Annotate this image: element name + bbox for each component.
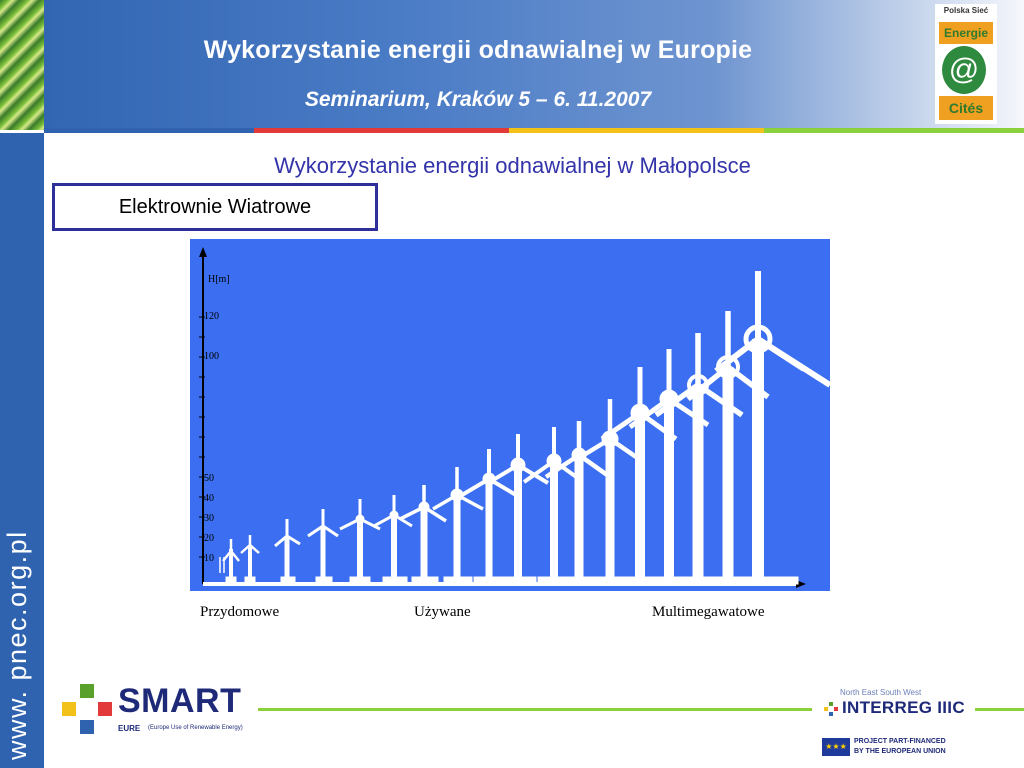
- sidebar: [0, 133, 44, 768]
- category-label-uzywane: Używane: [414, 604, 471, 620]
- tick-label: 100: [204, 351, 219, 362]
- category-label-multimegawatowe: Multimegawatowe: [652, 604, 765, 620]
- interreg-cross-icon: [824, 702, 838, 716]
- smart-square-yellow: [62, 702, 76, 716]
- tick-label: 30: [204, 513, 214, 524]
- header-banner: Wykorzystanie energii odnawialnej w Euro…: [0, 0, 1024, 130]
- eu-flag-icon: ★★★: [822, 738, 850, 756]
- website-url: www. pnec.org.pl: [2, 530, 32, 760]
- presentation-title: Wykorzystanie energii odnawialnej w Euro…: [203, 36, 753, 64]
- divider-stripe-blue: [44, 128, 254, 133]
- smart-square-green: [80, 684, 94, 698]
- footer-line-right: [975, 708, 1024, 711]
- wind-turbine-chart: H[m] 120 100 50 40 30 20 10: [190, 239, 832, 591]
- divider-stripe-green: [764, 128, 1024, 133]
- logo-energie-text: Energie: [939, 22, 993, 44]
- y-axis-label: H[m]: [208, 274, 230, 285]
- eu-funding-badge: ★★★ PROJECT PART-FINANCED BY THE EUROPEA…: [820, 736, 980, 762]
- tick-label: 120: [204, 311, 219, 322]
- smart-description: (Europe Use of Renewable Energy): [148, 725, 243, 731]
- eu-text-line2: BY THE EUROPEAN UNION: [854, 748, 946, 755]
- smart-square-blue: [80, 720, 94, 734]
- logo-cities-text: Cités: [939, 96, 993, 120]
- tick-label: 50: [204, 473, 214, 484]
- divider-stripe-red: [254, 128, 509, 133]
- divider-stripe-yellow: [509, 128, 764, 133]
- eu-funding-text: PROJECT PART-FINANCED BY THE EUROPEAN UN…: [854, 737, 946, 757]
- logo-at-icon: @: [942, 46, 986, 94]
- header-photo: [0, 0, 44, 130]
- smart-text: SMART: [118, 682, 242, 720]
- smart-logo: SMART EURE (Europe Use of Renewable Ener…: [60, 680, 260, 740]
- interreg-top-text: North East South West: [840, 688, 922, 697]
- smart-square-red: [98, 702, 112, 716]
- presentation-subtitle: Seminarium, Kraków 5 – 6. 11.2007: [304, 88, 652, 111]
- interreg-text: INTERREG IIIC: [842, 698, 965, 717]
- tick-label: 20: [204, 533, 214, 544]
- tick-label: 40: [204, 493, 214, 504]
- footer-line-left: [258, 708, 812, 711]
- slide-title: Wykorzystanie energii odnawialnej w Mało…: [274, 153, 751, 178]
- section-label: Elektrownie Wiatrowe: [52, 183, 378, 231]
- category-label-przydomowe: Przydomowe: [200, 604, 280, 620]
- interreg-logo: North East South West INTERREG IIIC: [820, 688, 980, 726]
- eu-text-line1: PROJECT PART-FINANCED: [854, 738, 946, 745]
- turbine-diagram: [199, 247, 832, 588]
- energie-cites-logo: Polska Sieć Energie @ Cités: [935, 4, 997, 124]
- tick-label: 10: [204, 553, 214, 564]
- logo-top-text: Polska Sieć: [943, 6, 989, 15]
- smart-eure: EURE: [118, 724, 141, 733]
